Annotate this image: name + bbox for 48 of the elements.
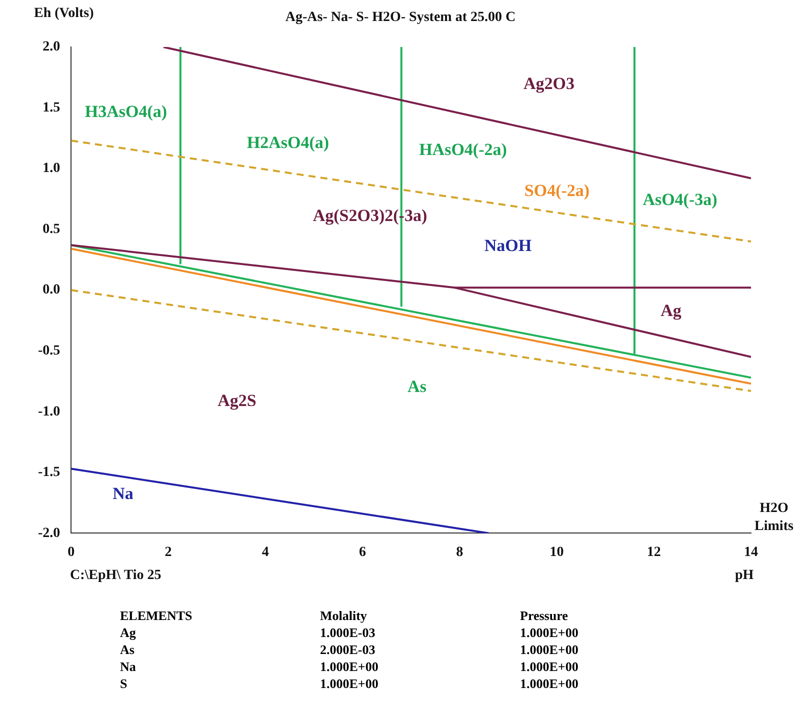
x-tick-label: 2 <box>164 545 172 560</box>
text: Pressure <box>520 608 569 625</box>
annotation: AsO4(-3a) <box>642 190 718 210</box>
x-tick-label: 6 <box>359 545 366 560</box>
x-tick-label: 12 <box>646 545 661 560</box>
x-tick-label: 14 <box>744 545 758 560</box>
annotation: SO4(-2a) <box>524 181 590 201</box>
annotation: HAsO4(-2a) <box>419 140 507 160</box>
text: ELEMENTS <box>120 608 194 625</box>
annotation: Na <box>112 484 134 504</box>
y-axis-title: Eh (Volts) <box>34 6 94 22</box>
annotation: H2AsO4(a) <box>246 133 330 153</box>
y-tick-label: 1.0 <box>42 161 60 176</box>
annotation: H3AsO4(a) <box>84 102 168 122</box>
text: 1.000E-03 <box>320 625 376 642</box>
x-tick-label: 8 <box>456 545 464 560</box>
y-tick-label: -0.5 <box>38 343 60 358</box>
annotation: Ag2S <box>218 391 256 411</box>
text: S <box>120 676 128 693</box>
y-tick-label: -1.5 <box>38 465 60 480</box>
chart-title: Ag-As- Na- S- H2O- System at 25.00 C <box>285 10 516 25</box>
text: 1.000E+00 <box>520 659 580 676</box>
text: 1.000E+00 <box>520 642 580 659</box>
x-tick-label: 10 <box>550 545 564 560</box>
text: Na <box>120 659 137 676</box>
x-axis-title: pH <box>735 568 754 584</box>
y-tick-label: 0.0 <box>42 282 60 298</box>
text: As <box>120 642 136 659</box>
x-tick-label: 0 <box>68 545 75 560</box>
text: H2O Limits <box>754 500 794 536</box>
annotation: As <box>408 377 426 397</box>
y-tick-label: 2.0 <box>42 40 60 55</box>
annotation: Ag2O3 <box>524 74 574 94</box>
annotation: NaOH <box>484 236 532 256</box>
text: 2.000E-03 <box>320 642 376 659</box>
y-tick-label: -1.0 <box>38 404 60 420</box>
y-tick-label: 0.5 <box>42 222 60 237</box>
x-tick-label: 4 <box>262 545 269 560</box>
text: Ag <box>120 625 137 642</box>
y-tick-label: 1.5 <box>42 100 60 116</box>
text: Molality <box>320 608 368 625</box>
text: 1.000E+00 <box>320 676 380 693</box>
annotation: Ag <box>660 301 682 321</box>
text: 1.000E+00 <box>520 625 580 642</box>
text: 1.000E+00 <box>520 676 580 693</box>
text: C:\EpH\ Tio 25 <box>70 568 162 584</box>
text: 1.000E+00 <box>320 659 380 676</box>
y-tick-label: -2.0 <box>38 526 60 541</box>
